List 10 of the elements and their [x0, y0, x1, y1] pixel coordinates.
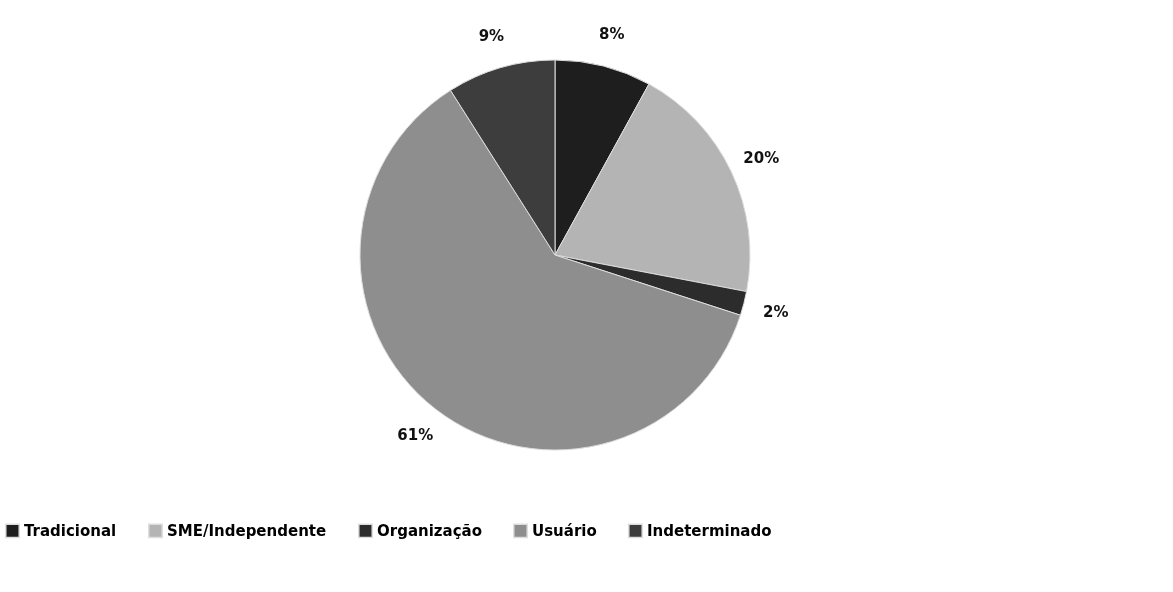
data-label: 61% — [397, 426, 434, 445]
legend-label: Indeterminado — [647, 521, 772, 540]
legend-label: SME/Independente — [167, 521, 327, 540]
legend-label: Tradicional — [24, 521, 117, 540]
legend-label: Organização — [377, 521, 482, 540]
data-label: 20% — [743, 148, 780, 167]
legend-label: Usuário — [532, 521, 597, 540]
data-label: 8% — [598, 25, 625, 44]
data-label: 9% — [478, 27, 505, 46]
data-label: 2% — [763, 302, 789, 321]
